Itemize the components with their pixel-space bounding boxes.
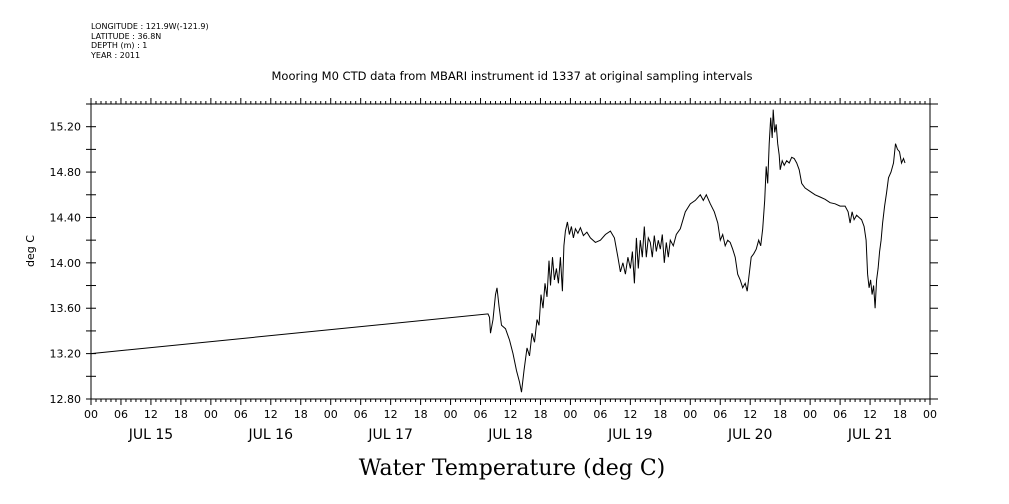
y-axis-label: deg C xyxy=(24,235,37,267)
year-label: YEAR : 2011 xyxy=(91,50,141,60)
day-label: JUL 20 xyxy=(727,427,772,443)
x-tick-label: 18 xyxy=(294,408,308,421)
day-label: JUL 17 xyxy=(367,427,412,443)
y-tick-label: 14.40 xyxy=(50,211,82,224)
x-tick-label: 00 xyxy=(923,408,937,421)
temperature-series-line xyxy=(90,109,906,393)
x-tick-label: 00 xyxy=(563,408,577,421)
x-tick-label: 18 xyxy=(653,408,667,421)
depth-label: DEPTH (m) : 1 xyxy=(91,41,148,50)
x-tick-label: 06 xyxy=(234,408,248,421)
y-tick-label: 14.80 xyxy=(50,166,82,179)
x-tick-label: 18 xyxy=(174,408,188,421)
minor-ticks xyxy=(95,101,926,402)
x-tick-label: 06 xyxy=(713,408,727,421)
latitude-label: LATITUDE : 36.8N xyxy=(91,31,162,41)
y-tick-label: 13.60 xyxy=(50,302,82,315)
y-tick-label: 13.20 xyxy=(50,348,82,361)
x-tick-label: 06 xyxy=(833,408,847,421)
day-label: JUL 19 xyxy=(607,427,652,443)
day-label: JUL 18 xyxy=(487,427,532,443)
x-tick-label: 00 xyxy=(204,408,218,421)
x-axis-title: Water Temperature (deg C) xyxy=(359,456,666,481)
x-tick-label: 18 xyxy=(533,408,547,421)
plot-frame xyxy=(90,103,931,400)
x-tick-label: 00 xyxy=(803,408,817,421)
x-tick-label: 12 xyxy=(384,408,398,421)
metadata-block: LONGITUDE : 121.9W(-121.9) LATITUDE : 36… xyxy=(91,22,209,60)
x-tick-label: 18 xyxy=(414,408,428,421)
day-label: JUL 16 xyxy=(248,427,294,443)
x-axis: 00 06 12 18 00 06 12 18 00 06 12 18 00 06 12 18 00 06 12 18… xyxy=(84,98,937,421)
chart-title: Mooring M0 CTD data from MBARI instrumen… xyxy=(272,69,753,83)
day-labels: JUL 15 JUL 16 JUL 17 JUL 18 JUL 19 JUL 20 JUL … xyxy=(128,427,893,443)
x-tick-label: 18 xyxy=(893,408,907,421)
y-tick-label: 15.20 xyxy=(50,121,82,134)
x-tick-label: 12 xyxy=(264,408,278,421)
day-label: JUL 15 xyxy=(128,427,173,443)
x-tick-label: 12 xyxy=(144,408,158,421)
x-tick-label: 12 xyxy=(863,408,877,421)
x-tick-label: 06 xyxy=(593,408,607,421)
x-tick-label: 00 xyxy=(683,408,697,421)
x-tick-label: 06 xyxy=(354,408,368,421)
x-tick-label: 00 xyxy=(324,408,338,421)
y-axis: 12.80 13.20 13.60 14.00 14.40 14.80 15.20 xyxy=(50,103,938,406)
day-label: JUL 21 xyxy=(847,427,892,443)
x-tick-label: 00 xyxy=(84,408,98,421)
x-tick-label: 12 xyxy=(743,408,757,421)
x-tick-label: 00 xyxy=(444,408,458,421)
longitude-label: LONGITUDE : 121.9W(-121.9) xyxy=(91,22,209,31)
x-tick-label: 06 xyxy=(114,408,128,421)
x-tick-label: 06 xyxy=(474,408,488,421)
x-tick-label: 12 xyxy=(504,408,518,421)
x-tick-label: 12 xyxy=(623,408,637,421)
x-tick-label: 18 xyxy=(773,408,787,421)
y-tick-label: 14.00 xyxy=(50,257,82,270)
y-tick-label: 12.80 xyxy=(50,393,82,406)
